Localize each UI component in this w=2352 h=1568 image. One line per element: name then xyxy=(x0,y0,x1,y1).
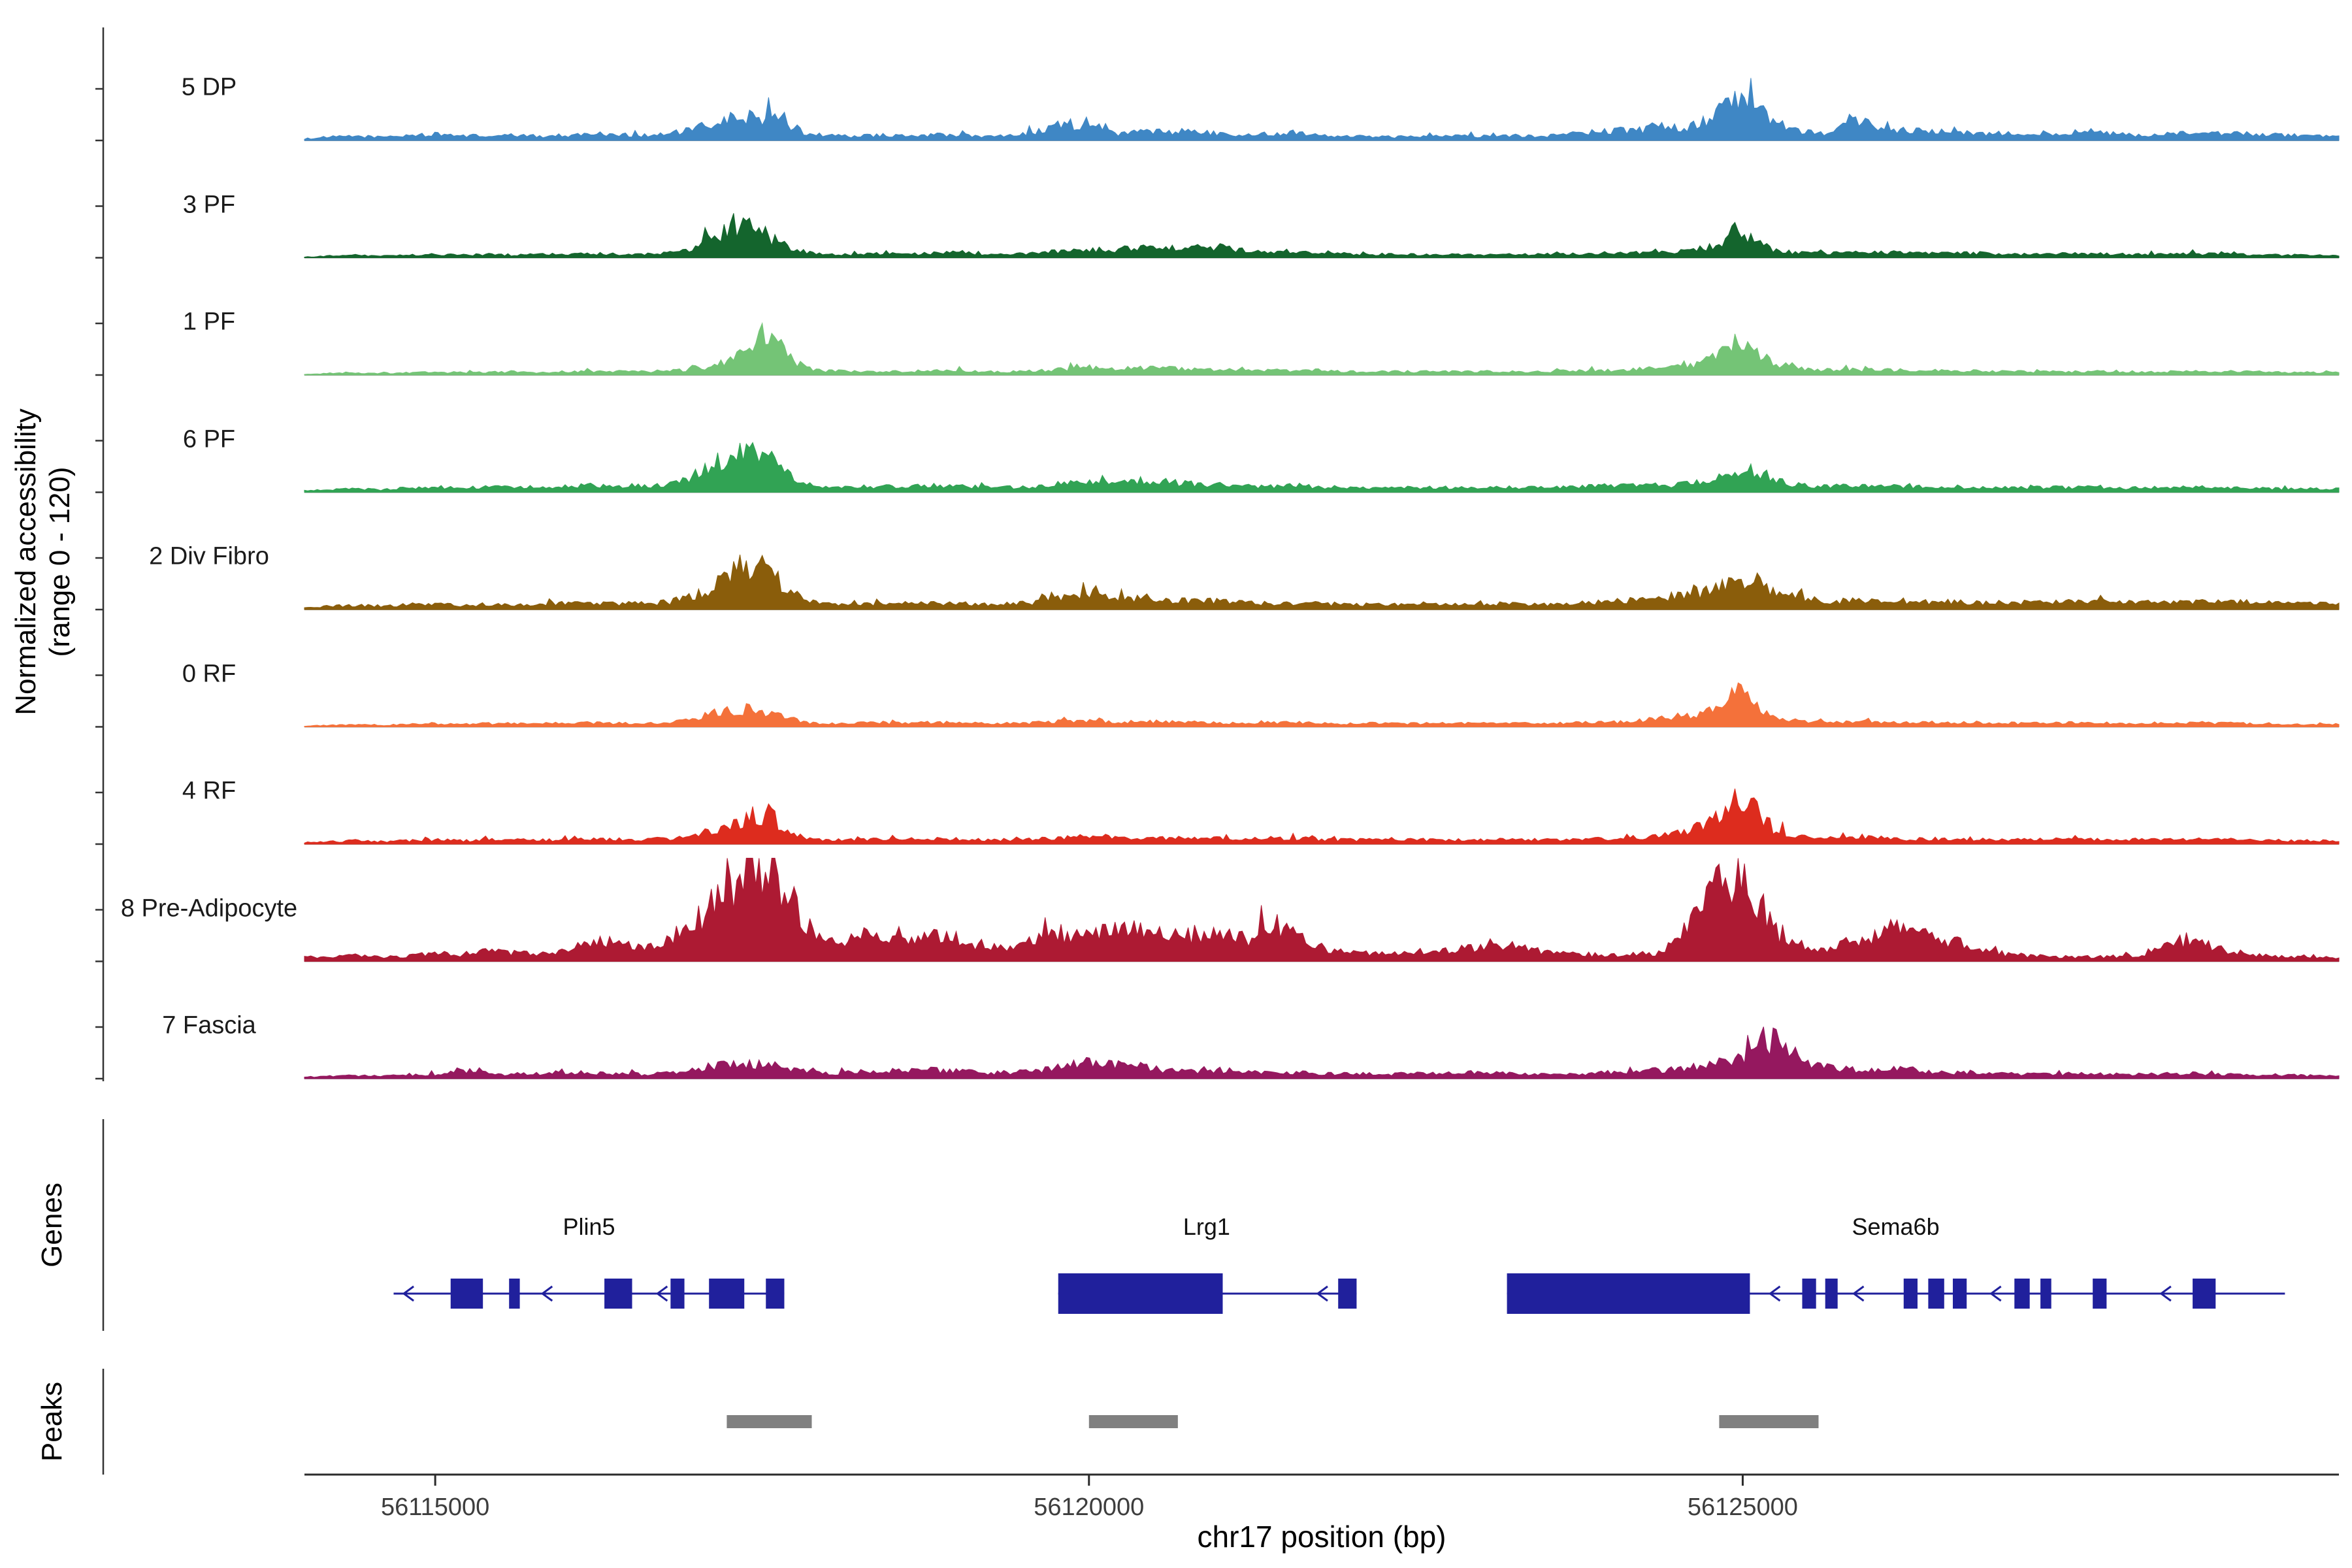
gene-exon-lrg1-0 xyxy=(1058,1273,1223,1314)
gene-exon-plin5-3 xyxy=(670,1279,685,1309)
gene-exon-sema6b-5 xyxy=(1953,1279,1967,1309)
gene-exon-sema6b-0 xyxy=(1507,1273,1750,1314)
gene-label-lrg1: Lrg1 xyxy=(1183,1213,1230,1240)
track-label-0-rf: 0 RF xyxy=(182,660,237,687)
gene-exon-sema6b-8 xyxy=(2093,1279,2107,1309)
gene-strand-arrow-sema6b-3 xyxy=(2159,1285,2172,1302)
gene-exon-sema6b-4 xyxy=(1928,1279,1944,1309)
peak-bar-0 xyxy=(727,1415,812,1428)
gene-label-sema6b: Sema6b xyxy=(1852,1213,1940,1240)
track-label-7-fascia: 7 Fascia xyxy=(162,1011,256,1039)
x-tick-label-2: 56125000 xyxy=(1687,1494,1798,1521)
y-axis-label: Normalized accessibility (range 0 - 120) xyxy=(9,408,77,715)
genes-section-label: Genes xyxy=(36,1183,68,1267)
gene-strand-arrow-plin5-0 xyxy=(402,1285,414,1302)
gene-exon-plin5-2 xyxy=(604,1279,632,1309)
track-label-8-pre-adipocyte: 8 Pre-Adipocyte xyxy=(120,894,298,922)
gene-exon-lrg1-1 xyxy=(1338,1279,1357,1309)
y-axis-label-line1: Normalized accessibility xyxy=(10,408,42,715)
coverage-track-2-div-fibro xyxy=(304,554,2340,610)
coverage-track-0-rf xyxy=(304,682,2340,727)
gene-strand-arrow-lrg1-0 xyxy=(1316,1285,1328,1302)
gene-strand-arrow-plin5-1 xyxy=(540,1285,553,1302)
x-axis-title: chr17 position (bp) xyxy=(1197,1520,1446,1554)
gene-strand-arrow-plin5-2 xyxy=(655,1285,668,1302)
peaks-section-label: Peaks xyxy=(36,1381,68,1462)
gene-label-plin5: Plin5 xyxy=(563,1213,615,1240)
gene-exon-plin5-1 xyxy=(509,1279,520,1309)
coverage-track-3-pf xyxy=(304,213,2340,258)
gene-strand-arrow-sema6b-1 xyxy=(1852,1285,1865,1302)
track-label-1-pf: 1 PF xyxy=(182,308,236,336)
gene-exon-sema6b-6 xyxy=(2014,1279,2030,1309)
peak-bar-2 xyxy=(1719,1415,1819,1428)
gene-exon-plin5-4 xyxy=(709,1279,745,1309)
track-label-2-div-fibro: 2 Div Fibro xyxy=(149,542,269,570)
gene-exon-plin5-0 xyxy=(450,1279,483,1309)
track-label-6-pf: 6 PF xyxy=(182,425,236,453)
track-label-3-pf: 3 PF xyxy=(182,191,236,218)
gene-exon-plin5-5 xyxy=(766,1279,785,1309)
gene-strand-arrow-sema6b-0 xyxy=(1768,1285,1781,1302)
gene-exon-sema6b-7 xyxy=(2040,1279,2051,1309)
track-label-5-dp: 5 DP xyxy=(181,73,237,101)
peak-bar-1 xyxy=(1088,1415,1178,1428)
coverage-track-6-pf xyxy=(304,442,2340,493)
gene-exon-sema6b-1 xyxy=(1802,1279,1816,1309)
coverage-track-4-rf xyxy=(304,788,2340,845)
x-tick-label-1: 56120000 xyxy=(1034,1494,1145,1521)
y-axis-label-line2: (range 0 - 120) xyxy=(44,466,76,657)
gene-exon-sema6b-9 xyxy=(2193,1279,2216,1309)
coverage-track-7-fascia xyxy=(304,1026,2340,1079)
coverage-track-8-pre-adipocyte xyxy=(304,858,2340,962)
gene-strand-arrow-sema6b-2 xyxy=(1989,1285,2002,1302)
gene-exon-sema6b-2 xyxy=(1825,1279,1838,1309)
coverage-track-5-dp xyxy=(304,78,2340,141)
x-tick-label-0: 56115000 xyxy=(381,1494,490,1521)
track-label-4-rf: 4 RF xyxy=(182,777,237,805)
gene-exon-sema6b-3 xyxy=(1903,1279,1918,1309)
coverage-track-1-pf xyxy=(304,321,2340,376)
